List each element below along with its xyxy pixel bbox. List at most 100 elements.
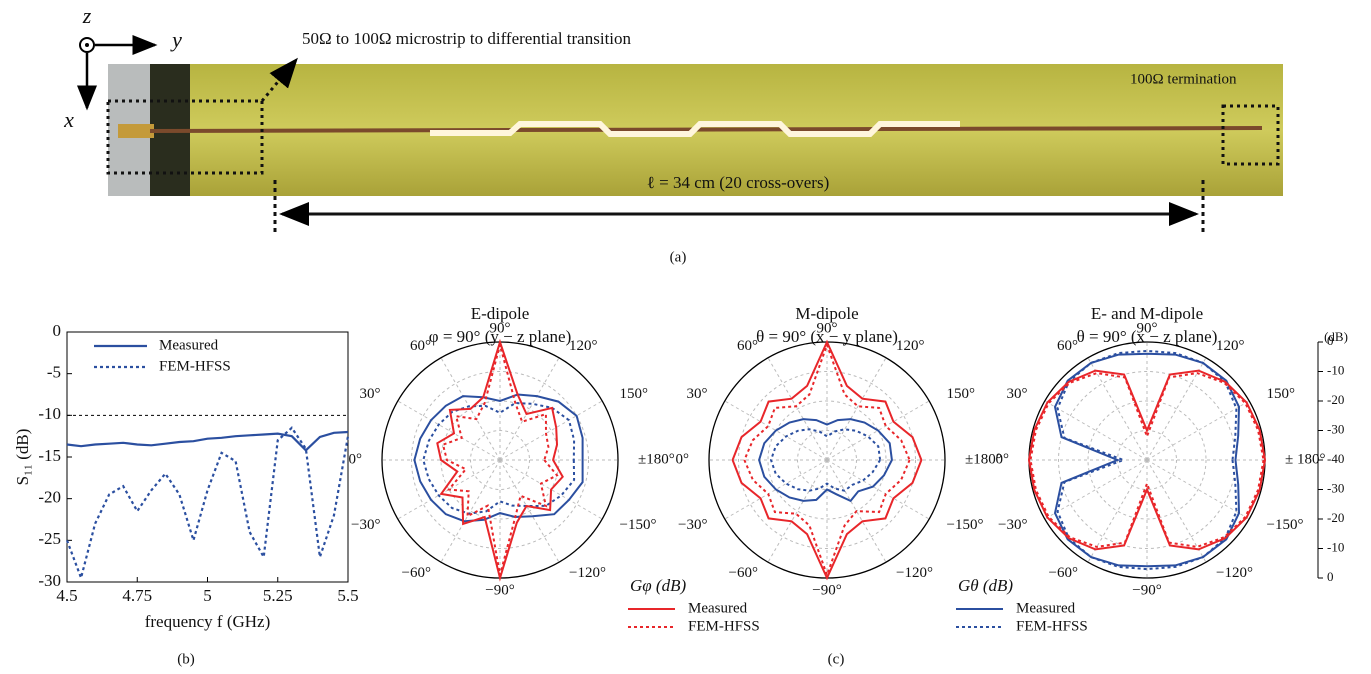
cross-overs bbox=[430, 121, 960, 137]
theta-tick-label: −30° bbox=[678, 517, 707, 533]
scale-tick-label: -20 bbox=[1327, 510, 1344, 525]
pointer bbox=[260, 57, 298, 102]
theta-tick-label: 60° bbox=[410, 338, 431, 354]
caption: (c) bbox=[828, 651, 845, 667]
theta-tick-label: 90° bbox=[490, 320, 511, 336]
y-tick-label: -25 bbox=[38, 529, 61, 548]
x-tick-label: 5.5 bbox=[337, 586, 358, 605]
axis-out bbox=[79, 37, 95, 53]
legend-title: Gφ (dB) bbox=[630, 576, 686, 595]
grid-spoke bbox=[767, 357, 828, 461]
theta-tick-label: 0° bbox=[996, 451, 1010, 467]
grid-spoke bbox=[826, 400, 930, 461]
theta-tick-label: −90° bbox=[485, 582, 514, 598]
scale-tick-label: 0 bbox=[1327, 569, 1334, 584]
theta-tick-label: 30° bbox=[1006, 386, 1027, 402]
grid-circle bbox=[1087, 400, 1207, 520]
theta-tick-label: 60° bbox=[737, 338, 758, 354]
grid-spoke bbox=[499, 400, 603, 461]
chart-title: E-dipole bbox=[471, 304, 530, 323]
theta-tick-label: −120° bbox=[896, 565, 933, 581]
caption: (b) bbox=[177, 651, 195, 667]
grid-spoke bbox=[499, 459, 560, 563]
legend-label: FEM-HFSS bbox=[688, 618, 760, 634]
annotation: 100Ω termination bbox=[1130, 71, 1237, 87]
theta-tick-label: −150° bbox=[947, 517, 984, 533]
theta-tick-label: 30° bbox=[359, 386, 380, 402]
legend-label: Measured bbox=[688, 600, 748, 616]
y-tick-label: -15 bbox=[38, 446, 61, 465]
theta-tick-label: −120° bbox=[569, 565, 606, 581]
legend-label: FEM-HFSS bbox=[1016, 618, 1088, 634]
theta-tick-label: 30° bbox=[686, 386, 707, 402]
grid-spoke bbox=[1044, 400, 1148, 461]
grid-spoke bbox=[499, 357, 560, 461]
theta-tick-label: −150° bbox=[1267, 517, 1304, 533]
annotation: 50Ω to 100Ω microstrip to differential t… bbox=[302, 29, 632, 48]
termination-box bbox=[1221, 104, 1280, 166]
theta-tick-label: −90° bbox=[1132, 582, 1161, 598]
axis-label: y bbox=[170, 27, 182, 52]
grid-spoke bbox=[724, 459, 828, 520]
photo: z y x 50Ω to 100Ω microstrip to differen… bbox=[63, 3, 1283, 265]
theta-tick-label: −120° bbox=[1216, 565, 1253, 581]
pattern-line bbox=[413, 393, 584, 523]
grid-spoke bbox=[1146, 459, 1250, 520]
grid-spoke bbox=[826, 357, 887, 461]
chart-subtitle: θ = 90° (x − y plane) bbox=[756, 327, 898, 346]
connector bbox=[118, 124, 154, 138]
axis-out-dot bbox=[85, 43, 89, 47]
pattern-line bbox=[1056, 349, 1238, 571]
legend-label: FEM-HFSS bbox=[159, 358, 231, 374]
annotation: ℓ = 34 cm (20 cross-overs) bbox=[647, 173, 830, 192]
chart-subtitle: θ = 90° (x − z plane) bbox=[1077, 327, 1218, 346]
scale-tick-label: -40 bbox=[1327, 451, 1344, 466]
grid-spoke bbox=[826, 459, 887, 563]
grid-spoke bbox=[1087, 357, 1148, 461]
grid-circle bbox=[470, 430, 530, 490]
pattern-line bbox=[731, 339, 923, 581]
theta-tick-label: ±180° bbox=[638, 451, 675, 467]
scale-tick-label: -10 bbox=[1327, 362, 1344, 377]
grid-spoke bbox=[724, 400, 828, 461]
theta-tick-label: −60° bbox=[402, 565, 431, 581]
theta-tick-label: 150° bbox=[620, 386, 649, 402]
legend-label: Measured bbox=[159, 337, 219, 353]
x-tick-label: 5 bbox=[203, 586, 212, 605]
grid-circle bbox=[738, 371, 916, 549]
theta-tick-label: −30° bbox=[351, 517, 380, 533]
grid-spoke bbox=[1146, 400, 1250, 461]
grid-spoke bbox=[826, 459, 930, 520]
scale-tick-label: -10 bbox=[1327, 539, 1344, 554]
chart-title: E- and M-dipole bbox=[1091, 304, 1203, 323]
transition-box bbox=[106, 99, 264, 175]
series-line bbox=[66, 430, 349, 452]
theta-tick-label: ±180° bbox=[965, 451, 1002, 467]
theta-tick-label: 120° bbox=[1216, 338, 1245, 354]
x-tick-label: 5.25 bbox=[263, 586, 293, 605]
legend-title: Gθ (dB) bbox=[958, 576, 1013, 595]
legend-label: Measured bbox=[1016, 600, 1076, 616]
grid-spoke bbox=[1044, 459, 1148, 520]
theta-tick-label: 120° bbox=[896, 338, 925, 354]
pattern-line bbox=[441, 340, 559, 576]
axis-label: x bbox=[63, 107, 74, 132]
chart-subtitle: φ = 90° (y − z plane) bbox=[429, 327, 571, 346]
scale-tick-label: -30 bbox=[1327, 421, 1344, 436]
theta-tick-label: −150° bbox=[620, 517, 657, 533]
grid-spoke bbox=[1146, 357, 1207, 461]
theta-tick-label: ± 180° bbox=[1285, 451, 1325, 467]
pattern-line bbox=[1027, 369, 1267, 551]
grid-spoke bbox=[499, 459, 603, 520]
grid-spoke bbox=[397, 400, 501, 461]
scale-unit: (dB) bbox=[1324, 329, 1348, 344]
scale-tick-label: 0 bbox=[1327, 333, 1334, 348]
scale-tick-label: -30 bbox=[1327, 480, 1344, 495]
theta-tick-label: 150° bbox=[947, 386, 976, 402]
x-tick-label: 4.5 bbox=[56, 586, 77, 605]
x-axis-label: frequency f (GHz) bbox=[145, 612, 271, 631]
chart-title: M-dipole bbox=[795, 304, 858, 323]
theta-tick-label: 90° bbox=[1137, 320, 1158, 336]
theta-tick-label: −90° bbox=[812, 582, 841, 598]
